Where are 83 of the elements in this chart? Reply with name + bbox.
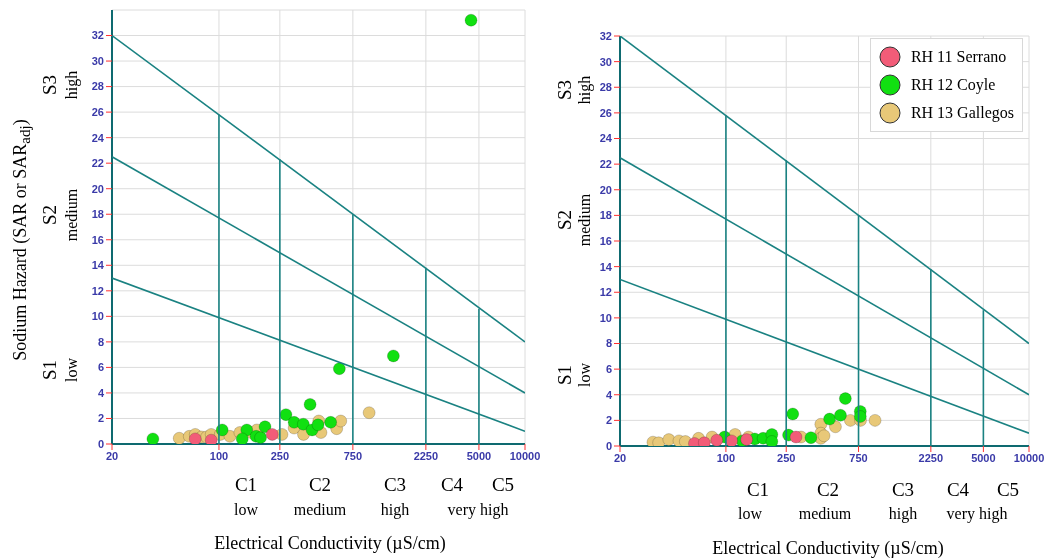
text: medium — [576, 193, 594, 247]
x-tick-label: 100 — [209, 449, 229, 462]
text: medium — [798, 505, 852, 523]
x-tick-label: 2250 — [918, 451, 944, 464]
y-tick-label: 30 — [599, 55, 612, 68]
y-tick-label: 18 — [599, 209, 612, 222]
y-tick-label: 20 — [91, 182, 104, 195]
text: low — [63, 358, 81, 382]
text: high — [888, 505, 918, 523]
x-tick-label: 20 — [105, 449, 119, 462]
y-tick-label: 8 — [97, 335, 104, 348]
text: C4 — [440, 474, 464, 496]
y-tick-label: 28 — [599, 81, 612, 94]
y-tick-label: 30 — [91, 54, 104, 67]
text: C5 — [996, 479, 1020, 501]
x-tick-label: 5000 — [466, 449, 492, 462]
x-tick-label: 250 — [270, 449, 290, 462]
text: C3 — [383, 474, 407, 496]
x-axis-title: Electrical Conductivity (µS/cm) — [712, 537, 944, 559]
y-tick-label: 16 — [599, 234, 612, 247]
text: C3 — [891, 479, 915, 501]
x-tick-label: 750 — [343, 449, 363, 462]
x-tick-label: 10000 — [1013, 451, 1044, 464]
text: low — [738, 505, 762, 523]
x-tick-label: 10000 — [509, 449, 541, 462]
x-tick-label: 2250 — [413, 449, 439, 462]
x-tick-label: 750 — [849, 451, 868, 464]
text: S2 — [39, 204, 61, 226]
text: S3 — [39, 74, 61, 96]
text: very high — [447, 501, 509, 519]
text: high — [380, 501, 410, 519]
text: S3 — [554, 79, 576, 101]
legend-label: RH 12 Coyle — [910, 76, 996, 94]
text: very high — [946, 505, 1008, 523]
y-tick-label: 18 — [91, 208, 104, 221]
text: C1 — [746, 479, 770, 501]
text: S1 — [554, 364, 576, 386]
y-tick-label: 32 — [599, 29, 612, 42]
y-tick-label: 16 — [91, 233, 104, 246]
x-tick-label: 5000 — [971, 451, 996, 464]
y-tick-label: 22 — [599, 158, 612, 171]
y-tick-label: 4 — [605, 388, 613, 401]
y-tick-label: 0 — [605, 439, 612, 452]
x-axis-title: Electrical Conductivity (µS/cm) — [214, 532, 446, 554]
text: medium — [293, 501, 347, 519]
text: S1 — [39, 359, 61, 381]
text: C5 — [491, 474, 515, 496]
y-tick-label: 24 — [599, 132, 613, 145]
y-tick-label: 14 — [91, 259, 105, 272]
y-tick-label: 14 — [599, 260, 613, 273]
x-tick-label: 20 — [613, 451, 627, 464]
y-tick-label: 4 — [97, 386, 105, 399]
y-tick-label: 26 — [599, 106, 612, 119]
y-tick-label: 24 — [91, 131, 105, 144]
text: C2 — [816, 479, 840, 501]
text: high — [63, 70, 81, 100]
legend-label: RH 11 Serrano — [910, 48, 1007, 66]
y-tick-label: 10 — [91, 310, 104, 323]
text: C4 — [946, 479, 970, 501]
text: high — [576, 75, 594, 105]
y-tick-label: 28 — [91, 80, 104, 93]
y-tick-label: 26 — [91, 106, 104, 119]
y-tick-label: 6 — [605, 363, 612, 376]
y-tick-label: 2 — [605, 414, 612, 427]
y-tick-label: 10 — [599, 311, 612, 324]
text: S2 — [554, 209, 576, 231]
text: C2 — [308, 474, 332, 496]
y-tick-label: 12 — [91, 284, 104, 297]
y-tick-label: 2 — [97, 412, 104, 425]
text: C1 — [234, 474, 258, 496]
x-tick-label: 100 — [716, 451, 736, 464]
y-tick-label: 22 — [91, 157, 104, 170]
y-tick-label: 6 — [97, 361, 104, 374]
text: low — [576, 363, 594, 387]
text: medium — [63, 188, 81, 242]
y-tick-label: 0 — [97, 437, 104, 450]
y-tick-label: 32 — [91, 29, 104, 42]
text: low — [234, 501, 258, 519]
legend-label: RH 13 Gallegos — [910, 104, 1014, 122]
y-tick-label: 12 — [599, 286, 612, 299]
y-tick-label: 8 — [605, 337, 612, 350]
y-tick-label: 20 — [599, 183, 612, 196]
x-tick-label: 250 — [777, 451, 796, 464]
